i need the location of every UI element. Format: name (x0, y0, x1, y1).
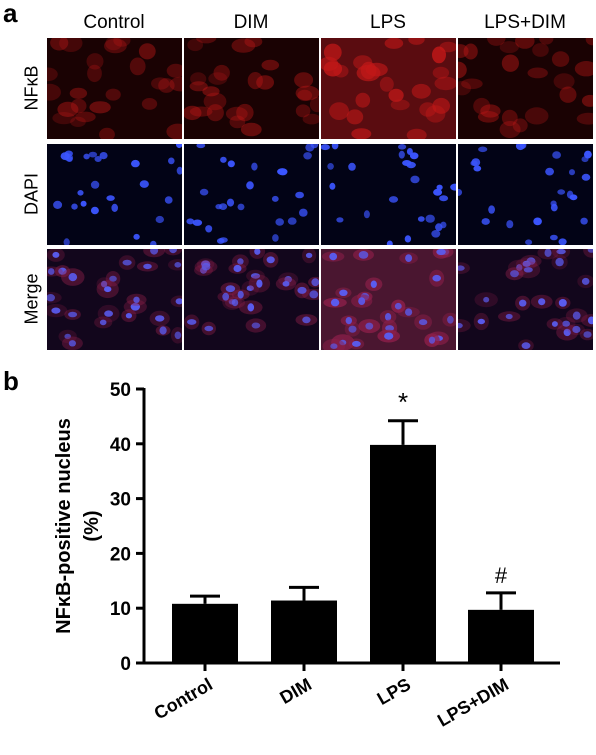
micrograph-nf-b-control (47, 38, 182, 139)
micrograph-merge-lps-dim (458, 249, 593, 350)
y-axis-label-line-2: (%) (81, 510, 103, 541)
micrograph-dapi-control (47, 144, 182, 245)
panel-b-letter: b (3, 366, 19, 396)
micrograph-nf-b-lps (321, 38, 456, 139)
x-tick-label-lps-dim: LPS+DIM (434, 674, 512, 731)
x-tick-label-control: Control (151, 674, 216, 723)
micrograph-merge-lps (321, 249, 456, 350)
significance-lps: * (398, 387, 408, 417)
micrograph-nf-b-dim (184, 38, 319, 139)
x-tick-label-lps: LPS (374, 674, 414, 709)
column-title-dim: DIM (233, 12, 269, 33)
y-axis-label-line-1: NFκB-positive nucleus (53, 418, 75, 634)
y-tick-label-20: 20 (110, 544, 131, 565)
micrograph-dapi-lps-dim (458, 144, 593, 245)
micrograph-dapi-lps (321, 144, 456, 245)
micrograph-dapi-dim (184, 144, 319, 245)
column-title-lps: LPS (370, 12, 406, 33)
panel-a-letter: a (3, 0, 18, 28)
micrograph-merge-control (47, 249, 182, 350)
column-title-lps-dim: LPS+DIM (484, 12, 566, 33)
bar-control (172, 603, 238, 663)
y-tick-label-40: 40 (110, 435, 131, 456)
bar-lps-dim (468, 609, 534, 663)
y-tick-label-50: 50 (110, 380, 131, 401)
micrograph-merge-dim (184, 249, 319, 350)
micrograph-nf-b-lps-dim (458, 38, 593, 139)
x-tick-label-dim: DIM (276, 674, 315, 708)
column-title-control: Control (83, 12, 145, 33)
y-tick-label-30: 30 (110, 490, 131, 511)
significance-lps-dim: # (495, 563, 508, 588)
y-tick-label-10: 10 (110, 599, 131, 620)
bar-lps (370, 444, 436, 663)
bar-dim (271, 600, 337, 663)
y-tick-label-0: 0 (120, 654, 131, 675)
